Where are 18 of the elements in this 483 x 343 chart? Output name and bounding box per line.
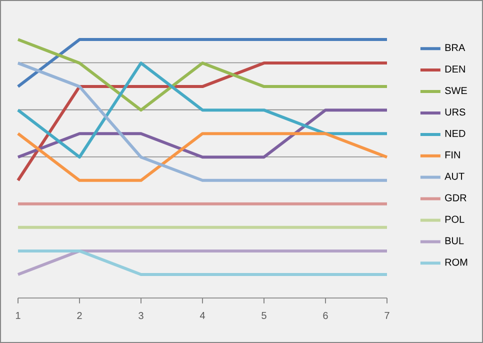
- x-tick-label: 7: [384, 312, 390, 319]
- legend-label: BRA: [445, 44, 466, 52]
- legend-label: SWE: [445, 86, 467, 94]
- x-tick-label: 6: [323, 312, 328, 320]
- legend-label: NED: [445, 130, 466, 137]
- legend-label: GDR: [445, 194, 466, 202]
- legend-label: AUT: [444, 172, 464, 180]
- x-tick-label: 2: [77, 312, 82, 320]
- legend-label: ROM: [445, 258, 468, 266]
- x-tick-label: 1: [16, 312, 20, 319]
- x-tick-label: 3: [138, 312, 144, 320]
- legend-label: URS: [445, 108, 466, 116]
- legend-label: BUL: [445, 237, 464, 244]
- legend-label: DEN: [445, 66, 465, 72]
- x-tick-label: 5: [262, 312, 266, 320]
- legend-label: FIN: [445, 151, 460, 158]
- legend-label: POL: [445, 216, 464, 223]
- x-tick-label: 4: [200, 312, 205, 319]
